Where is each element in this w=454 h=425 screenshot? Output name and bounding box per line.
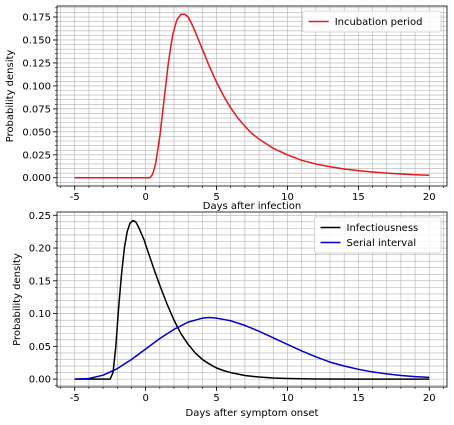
legend-box [302,10,442,33]
series-line [74,219,430,380]
x-tick-label: 5 [213,393,219,404]
incubation-panel: -5 0 5 10 15 20 0.000 0.025 0.050 0.075 0.100 0.125… [5,5,448,212]
y-tick-label: 0.05 [29,342,51,353]
y-tick-label: 0.150 [22,35,51,46]
x-tick-label: 15 [352,192,365,203]
legend-entry: Serial interval [347,238,417,249]
x-tick-label: 10 [281,192,294,203]
legend-entry: Infectiousness [347,223,419,234]
y-tick-label: 0.000 [22,173,51,184]
y-tick-label: 0.10 [29,309,51,320]
y-tick-label: 0.00 [29,375,51,386]
x-tick-label: 0 [142,192,148,203]
legend-entry: Incubation period [335,17,423,28]
plot-frame [56,211,448,388]
series-line [74,13,430,179]
x-tick-label: 20 [423,192,436,203]
y-tick-label: 0.025 [22,150,51,161]
y-tick-label: 0.175 [22,13,51,24]
y-tick-label: 0.050 [22,127,51,138]
x-tick-label: -5 [70,192,80,203]
legend: Infectiousness Serial interval [314,216,442,254]
x-tick-label: -5 [70,393,80,404]
y-axis-label: Probability density [12,253,23,346]
y-tick-label: 0.25 [29,211,51,222]
legend-box [314,216,442,254]
onset-panel: -5 0 5 10 15 20 0.00 0.05 0.10 0.15 0.20 0.25 Days a… [12,211,448,419]
y-tick-label: 0.100 [22,81,51,92]
plot-frame [56,5,448,187]
x-tick-label: 15 [352,393,365,404]
y-axis-label: Probability density [5,50,16,143]
x-tick-label: 10 [281,393,294,404]
x-tick-label: 20 [423,393,436,404]
legend: Incubation period [302,10,442,33]
series-line [74,316,430,380]
x-tick-label: 0 [142,393,148,404]
x-tick-label: 5 [213,192,219,203]
x-axis-label: Days after symptom onset [186,408,319,419]
y-tick-label: 0.20 [29,244,51,255]
y-tick-label: 0.15 [29,276,51,287]
x-axis-label: Days after infection [203,201,301,212]
y-tick-label: 0.125 [22,58,51,69]
y-tick-label: 0.075 [22,104,51,115]
